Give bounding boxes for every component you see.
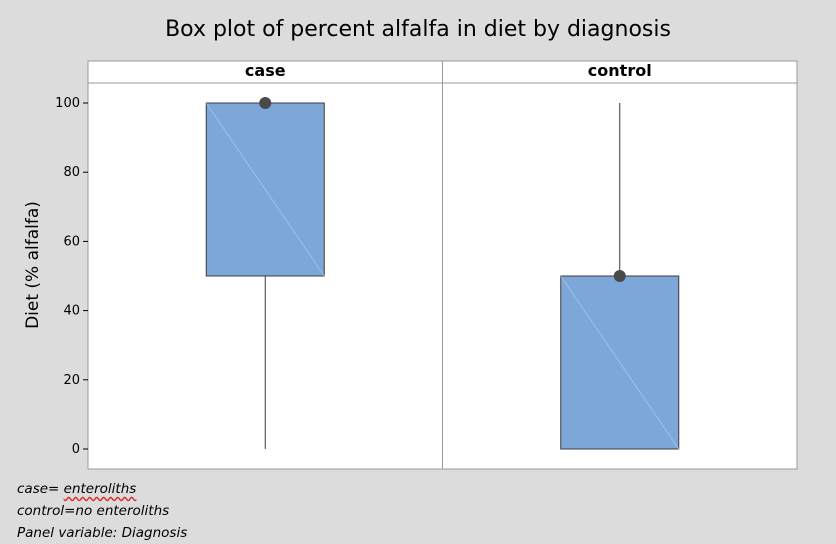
mean-marker-case	[259, 97, 272, 109]
chart-title: Box plot of percent alfalfa in diet by d…	[165, 17, 671, 42]
box-diagonal-case	[205, 102, 325, 277]
y-tick-label-0: 0	[72, 442, 80, 457]
y-tick-label-80: 80	[63, 165, 80, 180]
y-tick-label-40: 40	[63, 304, 80, 319]
footnote-panel-variable: Panel variable: Diagnosis	[17, 525, 188, 541]
mean-marker-control	[613, 270, 626, 282]
box-diagonal-control	[560, 275, 680, 450]
panel-label-case: case	[245, 61, 286, 80]
footnote-case: case= enteroliths	[17, 478, 187, 500]
panel-case: case	[87, 60, 443, 470]
footnotes: case= enteroliths control=no enteroliths…	[17, 478, 187, 544]
footnote-case-value: enteroliths	[63, 481, 137, 497]
panel-label-control: control	[588, 61, 652, 80]
y-tick-label-60: 60	[63, 234, 80, 249]
y-tick-label-20: 20	[63, 373, 80, 388]
footnote-case-prefix: case=	[17, 481, 64, 497]
y-tick-label-100: 100	[55, 96, 80, 111]
footnote-control: control=no enteroliths	[17, 503, 170, 519]
y-axis: 0 20 40 60 80 100	[55, 96, 88, 457]
panels: case control	[87, 60, 798, 470]
y-axis-label: Diet (% alfalfa)	[23, 201, 43, 329]
panel-control: control	[442, 60, 798, 470]
